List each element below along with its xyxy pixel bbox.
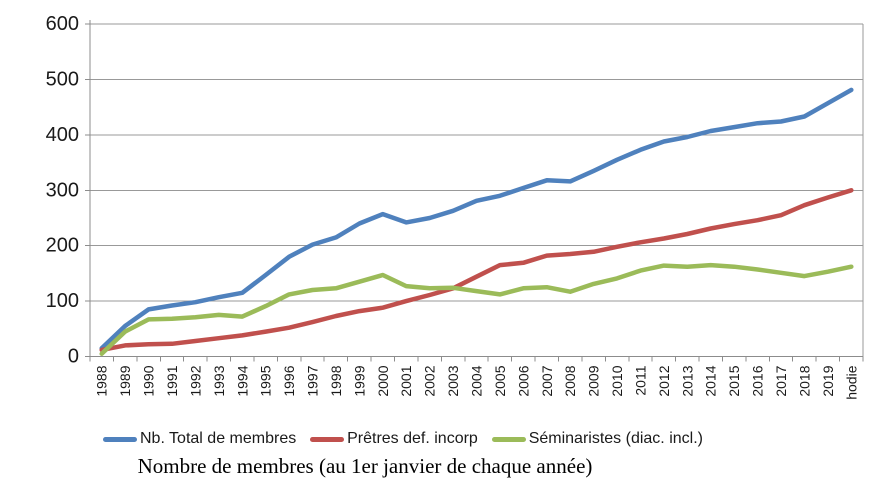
legend-swatch-pretres-icon xyxy=(310,436,345,442)
x-axis-label-2013: 2013 xyxy=(679,365,695,396)
series-line-total xyxy=(99,87,854,351)
x-axis-label-2018: 2018 xyxy=(796,365,812,396)
series-line-pretres xyxy=(99,188,854,353)
x-axis-label-2005: 2005 xyxy=(492,365,508,396)
x-axis-label-2008: 2008 xyxy=(562,365,578,396)
x-axis-label-2011: 2011 xyxy=(632,365,648,395)
x-axis-label-2004: 2004 xyxy=(469,365,485,396)
legend-swatch-total-icon xyxy=(103,436,137,442)
y-axis-label-100: 100 xyxy=(46,290,79,312)
x-axis-label-1995: 1995 xyxy=(258,365,274,396)
x-axis-label-2015: 2015 xyxy=(726,365,742,396)
x-axis-label-1996: 1996 xyxy=(281,365,297,396)
y-axis-label-400: 400 xyxy=(46,124,79,146)
x-axis-label-2019: 2019 xyxy=(820,365,836,396)
x-axis-label-2002: 2002 xyxy=(422,365,438,396)
y-axis-label-500: 500 xyxy=(46,68,79,90)
x-axis-label-2006: 2006 xyxy=(515,365,531,396)
x-axis-label-1994: 1994 xyxy=(234,365,250,396)
legend-label-total: Nb. Total de membres xyxy=(140,430,297,447)
x-axis-label-2001: 2001 xyxy=(398,365,414,396)
x-axis-label-1990: 1990 xyxy=(141,365,157,396)
x-axis-label-1989: 1989 xyxy=(117,365,133,396)
series-line-seminaristes xyxy=(99,262,854,356)
y-axis-label-0: 0 xyxy=(68,346,79,368)
x-axis-label-2000: 2000 xyxy=(375,365,391,396)
legend-item-seminaristes: Séminaristes (diac. incl.) xyxy=(491,430,703,448)
x-axis-label-1999: 1999 xyxy=(351,365,367,396)
x-axis-label-2003: 2003 xyxy=(445,365,461,396)
x-axis-label-2017: 2017 xyxy=(773,365,789,396)
x-axis-label-1988: 1988 xyxy=(94,365,110,396)
legend-item-pretres: Prêtres def. incorp xyxy=(310,430,478,448)
x-axis-label-1997: 1997 xyxy=(305,365,321,396)
x-axis-label-2012: 2012 xyxy=(656,365,672,396)
plot-area: 0 100 200 300 400 500 600 1988 1989 1990 1991 1992 1… xyxy=(46,13,864,400)
x-axis-label-1993: 1993 xyxy=(211,365,227,396)
x-axis-label-2009: 2009 xyxy=(586,365,602,396)
x-axis-label-hodie: hodie xyxy=(843,365,859,399)
x-axis-label-2016: 2016 xyxy=(750,365,766,396)
y-axis-label-600: 600 xyxy=(46,13,79,35)
legend: Nb. Total de membres Prêtres def. incorp… xyxy=(103,430,703,448)
legend-swatch-seminaristes-icon xyxy=(491,436,526,442)
y-axis-label-300: 300 xyxy=(46,179,79,201)
x-axis-label-2014: 2014 xyxy=(703,365,719,396)
x-axis-label-2010: 2010 xyxy=(609,365,625,396)
legend-label-seminaristes: Séminaristes (diac. incl.) xyxy=(528,430,703,447)
chart-caption: Nombre de membres (au 1er janvier de cha… xyxy=(137,454,593,478)
x-axis-label-1998: 1998 xyxy=(328,365,344,396)
x-axis-label-2007: 2007 xyxy=(539,365,555,396)
x-axis-label-1992: 1992 xyxy=(187,365,203,396)
legend-label-pretres: Prêtres def. incorp xyxy=(347,430,478,447)
x-axis-label-1991: 1991 xyxy=(164,365,180,396)
y-axis-label-200: 200 xyxy=(46,235,79,257)
legend-item-total: Nb. Total de membres xyxy=(103,430,296,448)
